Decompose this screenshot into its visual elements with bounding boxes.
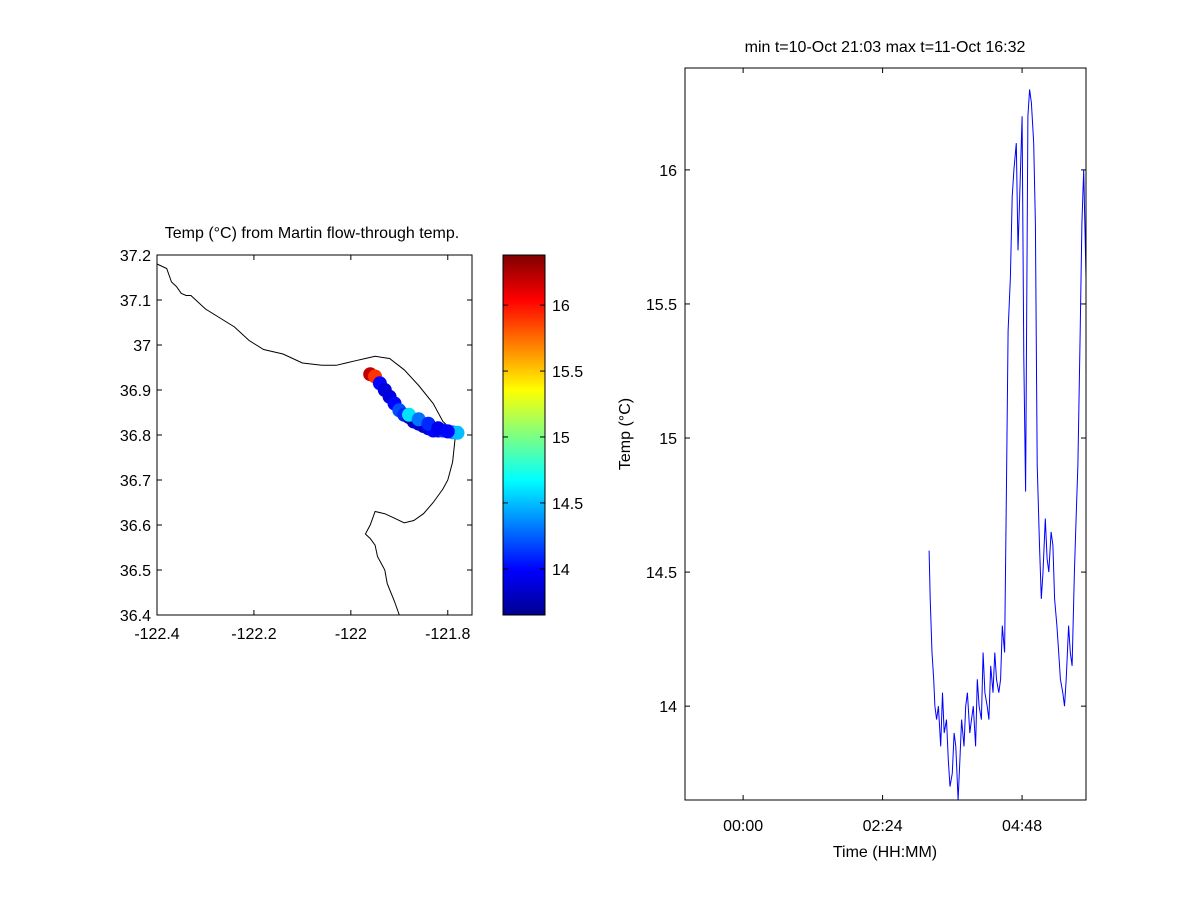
map-y-tick-label: 36.7 [120, 473, 151, 490]
colorbar-tick-label: 14 [552, 562, 570, 579]
map-y-tick-label: 36.8 [120, 428, 151, 445]
colorbar-tick-label: 15 [552, 430, 570, 447]
timeseries-x-tick-label: 04:48 [1002, 818, 1042, 835]
map-x-axis: -122.4 -122.2 -122 -121.8 [134, 255, 471, 643]
colorbar-tick-label: 14.5 [552, 496, 583, 513]
map-chart: Temp (°C) from Martin flow-through temp.… [120, 225, 473, 643]
map-title: Temp (°C) from Martin flow-through temp. [165, 225, 459, 242]
map-x-tick-label: -122.4 [134, 626, 179, 643]
timeseries-y-tick-label: 16 [659, 163, 677, 180]
timeseries-ylabel: Temp (°C) [617, 398, 634, 470]
timeseries-x-axis: 00:00 02:24 04:48 [723, 68, 1042, 835]
map-y-axis: 36.4 36.5 36.6 36.7 36.8 36.9 37 37.1 37.2 [120, 248, 472, 625]
map-y-tick-label: 37.2 [120, 248, 151, 265]
timeseries-chart: min t=10-Oct 21:03 max t=11-Oct 16:32 00… [617, 39, 1087, 861]
timeseries-x-tick-label: 00:00 [723, 818, 763, 835]
timeseries-y-tick-label: 14 [659, 699, 677, 716]
map-x-tick-label: -122 [335, 626, 367, 643]
temperature-line [928, 89, 1087, 801]
timeseries-y-tick-label: 15.5 [646, 297, 677, 314]
map-y-tick-label: 36.4 [120, 608, 151, 625]
timeseries-y-axis: 14 14.5 15 15.5 16 [646, 163, 1086, 716]
map-y-tick-label: 37.1 [120, 293, 151, 310]
timeseries-xlabel: Time (HH:MM) [833, 844, 937, 861]
map-y-tick-label: 36.6 [120, 518, 151, 535]
map-y-tick-label: 37 [133, 338, 151, 355]
map-x-tick-label: -121.8 [425, 626, 470, 643]
map-y-tick-label: 36.9 [120, 383, 151, 400]
map-x-tick-label: -122.2 [231, 626, 276, 643]
track-point [440, 424, 455, 439]
colorbar-ticks: 14 14.5 15 15.5 16 [503, 298, 583, 579]
map-axes-frame [156, 254, 473, 616]
colorbar-tick-label: 16 [552, 298, 570, 315]
map-y-tick-label: 36.5 [120, 563, 151, 580]
colorbar-gradient [502, 254, 546, 616]
timeseries-y-tick-label: 15 [659, 431, 677, 448]
timeseries-title: min t=10-Oct 21:03 max t=11-Oct 16:32 [745, 39, 1026, 56]
timeseries-y-tick-label: 14.5 [646, 565, 677, 582]
timeseries-axes-frame [684, 67, 1087, 801]
map-plot-area [156, 263, 465, 616]
colorbar: 14 14.5 15 15.5 16 [502, 254, 583, 616]
timeseries-x-tick-label: 02:24 [863, 818, 903, 835]
colorbar-tick-label: 15.5 [552, 364, 583, 381]
timeseries-plot-area [928, 89, 1087, 801]
coastline [156, 263, 456, 616]
